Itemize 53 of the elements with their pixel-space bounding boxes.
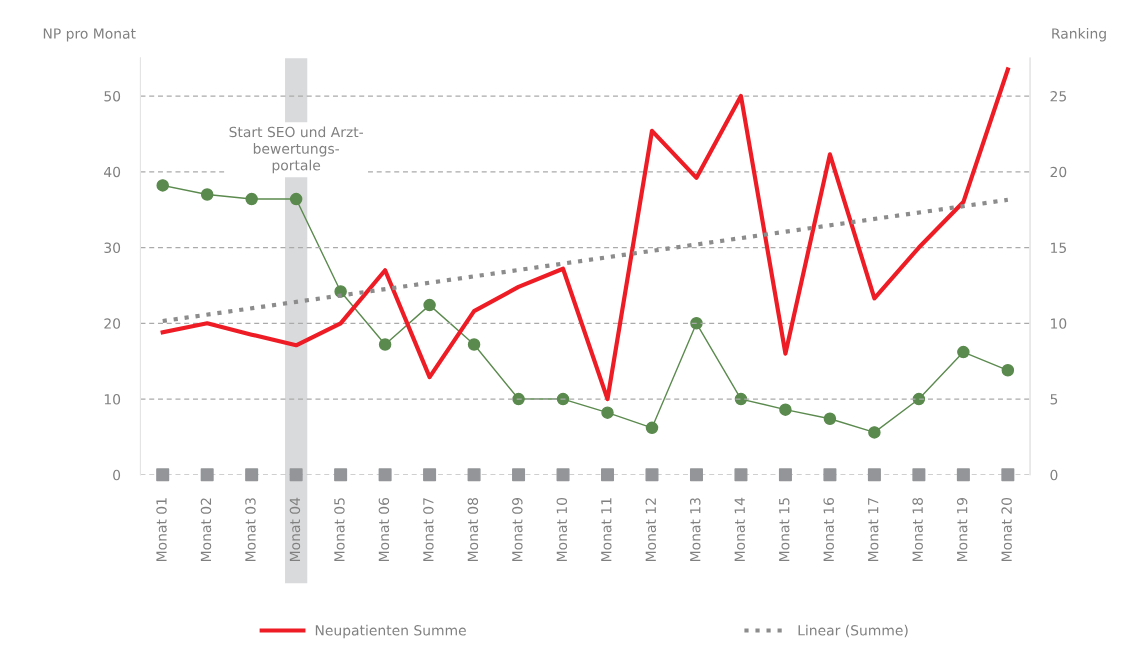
y2-tick-label: 15 — [1051, 242, 1066, 254]
point — [200, 188, 214, 201]
x-tick-label: Monat 11 — [601, 498, 612, 561]
x-tick-label: Monat 12 — [645, 498, 657, 561]
y-tick-label: 0 — [113, 469, 121, 481]
y-tick-label: 40 — [104, 166, 121, 178]
point — [467, 338, 481, 351]
x-tick-label: Monat 16 — [823, 497, 834, 561]
y-axis-title: NP pro Monat — [43, 28, 136, 42]
x-tick-label: Monat 05 — [334, 498, 345, 561]
y-tick-label: 20 — [104, 318, 121, 329]
point — [957, 345, 970, 359]
x-tick-label: Monat 04 — [289, 497, 301, 561]
x-tick-label: Monat 02 — [200, 498, 212, 561]
x-tick-label: Monat 03 — [245, 498, 256, 561]
legend-label: Linear (Summe) — [798, 624, 908, 638]
y-tick-label: 10 — [104, 394, 121, 405]
y2-axis-title: Ranking — [1052, 28, 1106, 42]
point — [156, 179, 169, 192]
y-tick-label: 50 — [104, 90, 121, 102]
y-tick-label: 30 — [104, 242, 121, 254]
legend-label: Neupatienten Summe — [315, 624, 466, 639]
point — [1001, 364, 1015, 377]
point — [289, 192, 303, 206]
y2-tick-label: 0 — [1050, 469, 1058, 481]
point — [645, 421, 659, 435]
point — [378, 338, 392, 351]
band-label: Start SEO und Arzt- bewertungs- portale — [229, 126, 364, 174]
line-series — [160, 67, 1010, 402]
x-tick-label: Monat 19 — [956, 498, 968, 561]
x-tick-label: Monat 06 — [378, 497, 390, 561]
y2-tick-label: 5 — [1050, 394, 1058, 405]
point — [423, 298, 436, 312]
x-tick-label: Monat 18 — [912, 497, 923, 561]
point — [779, 403, 792, 416]
x-tick-label: Monat 07 — [423, 498, 434, 561]
x-tick-label: Monat 14 — [734, 497, 745, 561]
x-tick-label: Monat 01 — [156, 498, 167, 561]
point — [823, 412, 837, 425]
y2-tick-label: 10 — [1051, 318, 1067, 329]
point — [601, 406, 614, 419]
x-tick-label: Monat 20 — [1001, 497, 1012, 561]
x-tick-label: Monat 08 — [467, 497, 479, 561]
x-tick-label: Monat 13 — [690, 498, 701, 561]
point — [690, 317, 703, 330]
x-tick-label: Monat 15 — [779, 498, 790, 561]
point — [245, 192, 258, 206]
x-tick-label: Monat 09 — [512, 498, 523, 561]
y2-tick-label: 25 — [1050, 90, 1066, 102]
y2-tick-label: 20 — [1050, 166, 1067, 178]
point — [868, 426, 881, 439]
x-tick-label: Monat 17 — [868, 498, 879, 561]
x-tick-label: Monat 10 — [556, 497, 568, 561]
